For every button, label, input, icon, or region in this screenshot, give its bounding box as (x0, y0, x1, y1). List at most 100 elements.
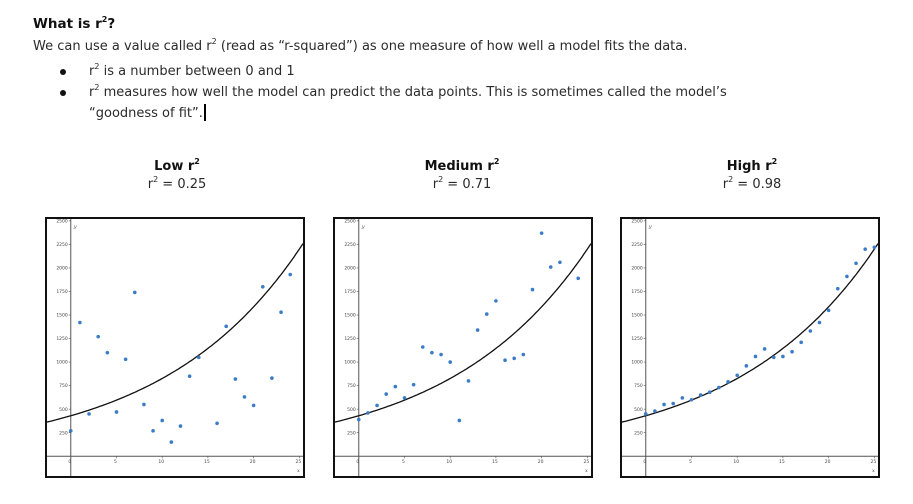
data-point (530, 287, 535, 292)
bullet-text-continued: “goodness of fit”. (89, 106, 203, 121)
y-tick-label: 2500 (344, 219, 356, 224)
data-point (270, 376, 274, 380)
data-point (558, 260, 562, 265)
title-superscript: 2 (493, 157, 500, 166)
data-point (96, 334, 100, 339)
bullet-text: is a number between 0 and 1 (99, 64, 295, 79)
chart-title-text: High r2 (652, 158, 852, 176)
r-squared-value: r2 = 0.71 (362, 176, 562, 193)
x-tick-label: 15 (204, 459, 210, 465)
section-heading: What is r2? (33, 16, 116, 33)
fit-curve (622, 243, 878, 423)
data-point (762, 347, 767, 351)
data-point (430, 350, 434, 355)
title-label: Medium r (424, 159, 494, 174)
value-prefix: r (722, 177, 729, 192)
data-point (151, 429, 155, 433)
data-point (366, 411, 370, 415)
data-point (689, 397, 694, 402)
data-point (466, 379, 471, 383)
data-point (224, 324, 228, 329)
fit-curve (47, 243, 303, 423)
data-point (68, 429, 73, 433)
data-point (475, 328, 480, 332)
data-point (393, 384, 398, 389)
data-point (288, 272, 292, 277)
y-axis-label: y (73, 224, 77, 230)
heading-text: What is r (33, 16, 102, 32)
data-point (771, 355, 776, 360)
data-point (539, 231, 544, 235)
data-point (698, 393, 703, 397)
y-tick-label: 2000 (631, 266, 643, 272)
data-point (735, 373, 739, 378)
y-tick-label: 250 (59, 430, 68, 436)
y-tick-label: 750 (634, 383, 643, 389)
x-axis-label: x (585, 468, 588, 474)
data-point (548, 265, 553, 269)
x-tick-label: 20 (825, 459, 831, 465)
title-superscript: 2 (194, 157, 200, 166)
intro-paragraph: We can use a value called r2 (read as “r… (33, 38, 688, 55)
data-point (494, 299, 498, 303)
value-number: = 0.71 (443, 177, 492, 192)
y-tick-label: 1000 (56, 360, 68, 366)
data-point (402, 396, 407, 400)
y-tick-label: 1250 (344, 336, 356, 342)
x-tick-label: 25 (295, 459, 301, 465)
data-point (726, 380, 730, 384)
data-point (817, 320, 822, 325)
bullet-prefix: r (89, 85, 95, 100)
title-superscript: 2 (771, 157, 778, 166)
data-point (87, 412, 91, 416)
data-point (835, 286, 840, 291)
r-squared-value: r2 = 0.25 (77, 176, 277, 193)
bullet-list: r2 is a number between 0 and 1 r2 measur… (60, 61, 727, 124)
y-tick-label: 1500 (344, 313, 356, 319)
data-point (439, 352, 443, 357)
plot-canvas: 250 500 750 1000 1250 1500 1750 2000 2250 2500 0 5 1… (47, 219, 303, 476)
data-point (178, 424, 183, 428)
y-tick-label: 750 (59, 383, 68, 389)
y-tick-label: 2250 (631, 242, 643, 248)
bullet-item: r2 measures how well the model can predi… (60, 82, 727, 124)
x-tick-label: 15 (779, 459, 785, 465)
data-point (680, 396, 685, 400)
data-point (662, 402, 666, 407)
intro-text-rest: (read as “r-squared”) as one measure of … (216, 39, 688, 54)
x-tick-label: 5 (114, 459, 117, 465)
data-point (215, 421, 219, 426)
y-tick-label: 250 (634, 430, 643, 436)
bullet-text: measures how well the model can predict … (99, 85, 727, 100)
x-tick-label: 10 (446, 459, 452, 465)
y-axis-label: y (648, 224, 652, 230)
heading-end: ? (107, 16, 116, 32)
data-point (411, 382, 416, 387)
data-point (260, 284, 265, 289)
bullet-prefix: r (89, 64, 95, 79)
value-prefix: r (432, 177, 439, 192)
title-label: High r (726, 159, 772, 174)
y-tick-label: 1500 (631, 313, 643, 319)
y-tick-label: 750 (347, 383, 356, 389)
x-tick-label: 0 (643, 459, 646, 465)
data-point (279, 310, 283, 314)
data-point (845, 274, 849, 279)
y-axis-label: y (361, 224, 365, 230)
plot-canvas: 250 500 750 1000 1250 1500 1750 2000 2250 2500 0 5 1… (622, 219, 878, 476)
data-point (384, 392, 388, 396)
x-axis-label: x (297, 468, 300, 474)
data-point (169, 440, 174, 444)
y-tick-label: 1250 (631, 336, 643, 342)
data-point (457, 418, 462, 423)
data-point (707, 390, 712, 395)
data-point (123, 357, 128, 362)
data-point (799, 340, 803, 345)
y-tick-label: 2000 (344, 266, 356, 272)
x-tick-label: 5 (402, 459, 405, 465)
data-point (503, 358, 507, 363)
y-tick-label: 500 (634, 407, 643, 413)
value-prefix: r (147, 177, 154, 192)
data-point (142, 402, 146, 407)
bullet-dot-icon (60, 69, 66, 75)
